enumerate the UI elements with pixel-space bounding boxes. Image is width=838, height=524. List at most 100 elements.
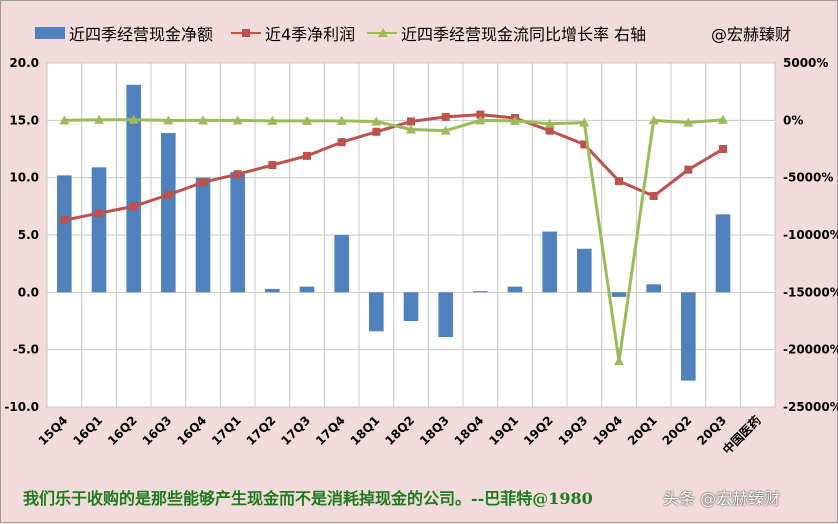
marker-cash-flow-growth	[267, 115, 278, 125]
legend-item-growth: 近四季经营现金流同比增长率 右轴	[367, 21, 646, 45]
marker-cash-flow-growth	[683, 117, 694, 127]
y-axis-tick-label: 0.0	[18, 285, 39, 299]
bar-cash-flow	[646, 284, 661, 293]
marker-cash-flow-growth	[59, 115, 70, 125]
marker-cash-flow-growth	[544, 118, 555, 128]
y-axis-tick-label: 15.0	[9, 113, 39, 127]
marker-cash-flow-growth	[579, 117, 590, 127]
bar-cash-flow	[611, 292, 627, 297]
marker-net-profit	[337, 138, 346, 147]
marker-cash-flow-growth	[163, 115, 174, 125]
bar-cash-flow	[542, 231, 557, 293]
bar-cash-flow	[577, 248, 592, 293]
x-axis-tick-label: 17Q3	[278, 413, 313, 448]
marker-cash-flow-growth	[94, 114, 104, 124]
x-axis-tick-label: 18Q1	[348, 413, 383, 448]
y-axis-tick-label: 5.0	[18, 228, 39, 242]
legend-swatch-line-green	[367, 28, 397, 37]
bar-cash-flow	[57, 175, 72, 293]
marker-net-profit	[129, 202, 138, 211]
marker-net-profit	[303, 151, 311, 160]
x-axis-tick-label: 19Q1	[486, 413, 521, 448]
legend-brand: @宏赫臻财	[711, 25, 792, 44]
marker-net-profit	[580, 140, 589, 149]
marker-net-profit	[199, 178, 207, 187]
bar-cash-flow	[230, 171, 245, 293]
marker-net-profit	[545, 126, 554, 135]
marker-net-profit	[719, 145, 727, 153]
marker-net-profit	[268, 161, 277, 170]
x-axis-tick-label: 16Q3	[140, 413, 175, 448]
marker-net-profit	[164, 190, 173, 199]
y2-axis-tick-label: -10000%	[783, 228, 838, 242]
x-axis-tick-label: 16Q4	[174, 413, 209, 448]
y2-axis-tick-label: -25000%	[783, 400, 838, 414]
bar-cash-flow	[91, 167, 107, 293]
bar-cash-flow	[369, 292, 384, 332]
legend-swatch-bar	[35, 27, 65, 39]
y-axis-tick-label: -5.0	[13, 343, 39, 357]
bar-cash-flow	[438, 292, 453, 338]
x-axis-tick-label: 17Q2	[244, 413, 279, 448]
marker-net-profit	[615, 177, 623, 186]
y2-axis-tick-label: 5000%	[783, 56, 828, 70]
marker-cash-flow-growth	[232, 115, 243, 125]
x-axis-tick-label: 19Q4	[590, 413, 625, 448]
x-axis-tick-label: 17Q1	[209, 413, 244, 448]
marker-cash-flow-growth	[371, 116, 382, 126]
y-axis-tick-label: -10.0	[4, 400, 39, 414]
marker-net-profit	[684, 165, 693, 174]
bar-cash-flow	[681, 292, 696, 381]
marker-cash-flow-growth	[198, 115, 208, 125]
bar-cash-flow	[715, 214, 731, 293]
buffett-quote: 我们乐于收购的是那些能够产生现金而不是消耗掉现金的公司。--巴菲特@1980	[23, 489, 593, 508]
marker-cash-flow-growth	[440, 125, 451, 135]
marker-cash-flow-growth	[648, 115, 659, 125]
marker-cash-flow-growth	[336, 115, 347, 125]
marker-net-profit	[441, 112, 450, 121]
x-axis-tick-label: 18Q2	[382, 413, 417, 448]
legend-item-net-profit: 近4季净利润	[231, 21, 355, 45]
y-axis-tick-label: 20.0	[9, 56, 39, 70]
bar-cash-flow	[334, 235, 349, 293]
marker-net-profit	[95, 209, 103, 218]
bar-cash-flow	[507, 286, 523, 293]
marker-net-profit	[233, 170, 242, 179]
legend-label-growth: 近四季经营现金流同比增长率 右轴	[401, 25, 647, 44]
chart-legend: 近四季经营现金净额 近4季净利润 近四季经营现金流同比增长率 右轴 @宏赫臻财	[31, 21, 821, 45]
x-axis-tick-label: 20Q2	[660, 413, 695, 448]
line-cash-flow-growth	[64, 118, 724, 362]
x-axis-tick-label: 16Q2	[105, 413, 140, 448]
marker-net-profit	[372, 127, 381, 136]
legend-label-cash-flow: 近四季经营现金净额	[69, 25, 214, 44]
y-axis-tick-label: 10.0	[9, 171, 39, 185]
marker-cash-flow-growth	[128, 114, 139, 124]
marker-cash-flow-growth	[406, 124, 416, 134]
x-axis-tick-label: 20Q1	[625, 413, 660, 448]
x-axis-tick-label: 中国医药	[719, 413, 764, 458]
x-axis-tick-label: 18Q4	[452, 413, 487, 448]
bar-cash-flow	[265, 288, 280, 293]
marker-net-profit	[407, 117, 415, 126]
bar-cash-flow	[195, 177, 211, 293]
bar-cash-flow	[299, 286, 315, 293]
x-axis-tick-label: 15Q4	[36, 413, 71, 448]
bar-cash-flow	[403, 292, 419, 321]
marker-net-profit	[60, 216, 69, 225]
marker-cash-flow-growth	[302, 115, 312, 125]
marker-net-profit	[649, 192, 658, 201]
legend-item-cash-flow: 近四季经营现金净额	[35, 21, 213, 45]
x-axis-tick-label: 17Q4	[313, 413, 348, 448]
marker-net-profit	[476, 110, 485, 119]
x-axis-tick-label: 18Q3	[417, 413, 452, 448]
legend-label-net-profit: 近4季净利润	[265, 25, 356, 44]
marker-cash-flow-growth	[718, 114, 728, 124]
x-axis-tick-label: 19Q2	[521, 413, 556, 448]
marker-cash-flow-growth	[614, 356, 624, 366]
x-axis-tick-label: 16Q1	[70, 413, 105, 448]
marker-cash-flow-growth	[475, 115, 486, 125]
legend-swatch-line-red	[231, 29, 261, 37]
footer-brand: 头条 @宏赫臻财	[663, 489, 781, 508]
